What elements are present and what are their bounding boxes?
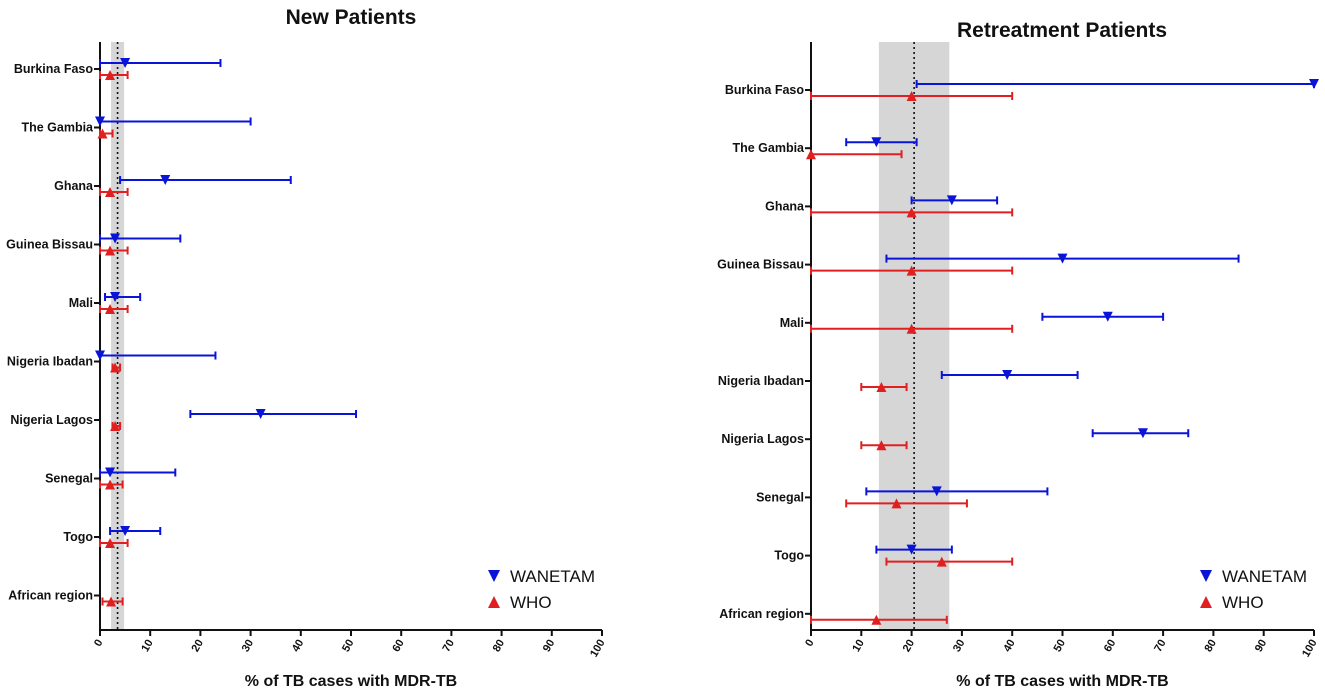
wanetam-point <box>105 467 116 478</box>
category-label: Burkina Faso <box>725 83 805 97</box>
x-tick-label: 100 <box>588 638 608 660</box>
wanetam-point <box>110 292 121 302</box>
wanetam-point <box>120 526 131 536</box>
x-tick-label: 80 <box>1202 638 1219 655</box>
who-point <box>110 362 121 373</box>
x-tick-label: 0 <box>92 638 105 649</box>
legend-marker-who <box>1200 596 1212 608</box>
legend-marker-wanetam <box>488 570 500 582</box>
wanetam-point <box>255 409 266 419</box>
x-tick-label: 20 <box>189 638 206 655</box>
who-point <box>110 421 121 431</box>
category-label: Guinea Bissau <box>6 238 93 252</box>
x-tick-label: 10 <box>850 638 867 655</box>
category-label: Guinea Bissau <box>717 258 804 272</box>
wanetam-point <box>871 137 882 148</box>
category-label: Nigeria Lagos <box>721 432 804 446</box>
who-point <box>97 128 108 139</box>
category-label: Burkina Faso <box>14 62 94 76</box>
category-label: Nigeria Lagos <box>10 413 93 427</box>
category-label: Togo <box>774 549 804 563</box>
legend-label-who: WHO <box>510 593 552 612</box>
x-tick-label: 50 <box>1052 638 1069 655</box>
x-tick-label: 70 <box>1152 638 1169 655</box>
wanetam-point <box>1057 253 1068 264</box>
x-tick-label: 40 <box>1001 637 1018 654</box>
wanetam-point <box>931 486 942 497</box>
who-point <box>105 538 116 548</box>
who-point <box>106 596 117 607</box>
who-point <box>906 207 917 218</box>
panel-title: Retreatment Patients <box>957 19 1167 42</box>
retreatment-patients-panel: Retreatment Patients 0 10 20 30 40 50 60 70 80 90 1… <box>717 19 1319 690</box>
category-label: Ghana <box>54 179 94 193</box>
category-label: Mali <box>69 296 93 310</box>
x-tick-label: 30 <box>951 638 968 655</box>
who-point <box>105 479 116 490</box>
x-tick-label: 60 <box>1102 638 1119 655</box>
who-point <box>871 614 882 625</box>
x-tick-label: 10 <box>139 638 156 655</box>
who-point <box>906 265 917 276</box>
x-axis-label: % of TB cases with MDR-TB <box>245 673 457 690</box>
category-label: The Gambia <box>732 141 805 155</box>
who-point <box>906 323 917 334</box>
x-tick-label: 30 <box>240 638 257 655</box>
wanetam-point <box>1309 79 1319 89</box>
x-tick-label: 40 <box>290 638 307 655</box>
category-label: Togo <box>63 530 93 544</box>
who-point <box>105 187 116 197</box>
category-label: Senegal <box>45 472 93 486</box>
category-label: African region <box>719 607 804 621</box>
category-label: Senegal <box>756 490 804 504</box>
category-label: Mali <box>780 316 804 330</box>
wanetam-point <box>120 58 131 68</box>
x-tick-label: 80 <box>491 638 508 655</box>
who-point <box>105 304 116 314</box>
category-label: African region <box>8 589 93 603</box>
who-point <box>876 382 887 392</box>
panel-title: New Patients <box>286 6 417 29</box>
x-tick-label: 50 <box>340 638 357 655</box>
wanetam-point <box>95 350 105 361</box>
who-point <box>936 556 947 567</box>
legend-marker-wanetam <box>1200 570 1212 582</box>
wanetam-point <box>906 544 917 555</box>
x-tick-label: 60 <box>390 638 407 655</box>
reference-band <box>111 42 125 630</box>
category-label: Nigeria Ibadan <box>7 355 93 369</box>
wanetam-point <box>946 195 957 206</box>
x-tick-label: 90 <box>541 638 558 655</box>
wanetam-point <box>1137 428 1148 439</box>
x-tick-label: 100 <box>1300 638 1320 660</box>
who-point <box>876 440 887 451</box>
category-label: Nigeria Ibadan <box>718 374 804 388</box>
category-label: The Gambia <box>21 121 94 135</box>
who-point <box>105 245 116 256</box>
wanetam-point <box>1002 370 1013 380</box>
who-point <box>806 149 816 160</box>
x-axis-label: % of TB cases with MDR-TB <box>956 673 1168 690</box>
reference-band <box>878 42 950 630</box>
category-label: Ghana <box>765 199 805 213</box>
who-point <box>891 498 902 509</box>
who-point <box>906 91 917 101</box>
legend-marker-who <box>488 596 500 608</box>
x-tick-label: 20 <box>901 638 918 655</box>
wanetam-point <box>110 233 121 244</box>
x-tick-label: 90 <box>1253 638 1270 655</box>
legend-label-wanetam: WANETAM <box>510 567 595 586</box>
who-point <box>105 70 116 80</box>
x-tick-label: 0 <box>803 638 816 649</box>
wanetam-point <box>95 116 105 127</box>
legend-label-who: WHO <box>1222 593 1264 612</box>
wanetam-point <box>1102 311 1113 322</box>
x-tick-label: 70 <box>440 638 457 655</box>
new-patients-panel: New Patients 0 10 20 30 40 50 60 70 80 90 100 % of T… <box>6 6 607 690</box>
legend-label-wanetam: WANETAM <box>1222 567 1307 586</box>
wanetam-point <box>160 175 171 185</box>
